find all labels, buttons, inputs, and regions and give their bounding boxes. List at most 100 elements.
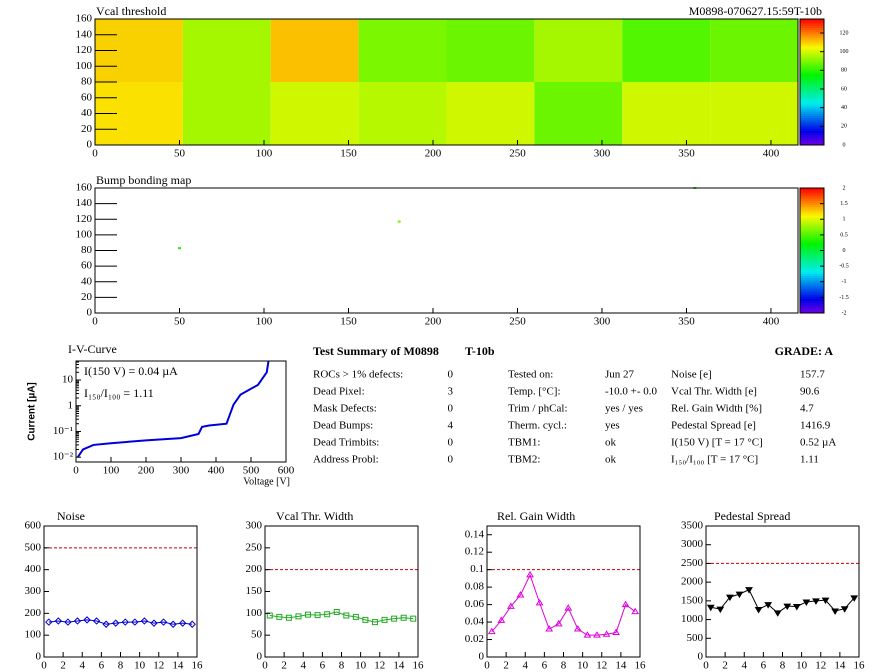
data-marker — [602, 630, 611, 637]
y-tick-label: 0 — [479, 651, 485, 663]
summary-value: 1416.9 — [800, 420, 831, 432]
x-tick-label: 200 — [138, 465, 155, 477]
y-tick-label: 0 — [36, 651, 42, 663]
x-tick-label: 8 — [339, 660, 345, 672]
data-marker — [497, 616, 506, 623]
colorbar-step — [800, 96, 824, 100]
x-tick-label: 350 — [678, 148, 695, 160]
data-marker — [621, 600, 630, 608]
x-tick-label: 6 — [320, 660, 326, 672]
y-tick-label: 500 — [25, 541, 42, 553]
y-tick-label: 0.06 — [465, 598, 485, 610]
colorbar-step — [800, 285, 824, 289]
colorbar-step — [800, 192, 824, 195]
colorbar-step — [800, 40, 824, 43]
colorbar-label: 1.5 — [840, 201, 848, 207]
plot-title: I-V-Curve — [68, 342, 117, 356]
colorbar-step — [800, 67, 824, 70]
data-marker — [764, 602, 773, 609]
colorbar-step — [800, 265, 824, 268]
colorbar-step — [800, 244, 824, 247]
summary-label: Dead Bumps: — [313, 420, 373, 432]
y-tick-label: 250 — [246, 541, 263, 553]
colorbar-step — [800, 82, 824, 85]
annotation: I(150 V) = 0.04 µA — [84, 364, 178, 378]
colorbar-step — [800, 25, 824, 28]
data-marker — [850, 595, 859, 602]
x-tick-label: 350 — [678, 316, 695, 328]
colorbar-step — [800, 134, 824, 138]
colorbar-step — [800, 219, 824, 222]
colorbar-step — [800, 115, 824, 119]
heatmap-cell — [182, 19, 271, 82]
data-marker — [783, 603, 792, 611]
data-marker — [140, 617, 149, 625]
x-tick-label: 10 — [355, 660, 367, 672]
data-marker — [516, 591, 525, 598]
heatmap-cell — [534, 19, 623, 82]
summary-label: Dead Trimbits: — [313, 437, 379, 449]
data-marker — [583, 631, 592, 638]
x-tick-label: 400 — [208, 465, 225, 477]
data-marker — [305, 611, 312, 618]
x-tick-label: 0 — [92, 148, 98, 160]
data-marker — [773, 610, 782, 617]
colorbar-step — [800, 263, 824, 266]
colorbar-step — [800, 231, 824, 235]
series-line — [491, 573, 636, 636]
x-tick-label: 16 — [192, 660, 204, 672]
data-marker — [276, 613, 283, 620]
colorbar-label: 0.5 — [840, 232, 848, 238]
x-tick-label: 10 — [796, 660, 808, 672]
data-marker — [545, 625, 554, 632]
y-tick-label: 80 — [81, 76, 93, 88]
colorbar-step — [800, 138, 824, 142]
y-tick-label: 60 — [81, 260, 93, 272]
summary-label: Rel. Gain Width [%] — [671, 403, 762, 415]
data-marker — [593, 631, 601, 638]
x-tick-label: 4 — [301, 660, 307, 672]
colorbar-label: 100 — [840, 49, 849, 55]
colorbar-label: 80 — [841, 68, 847, 74]
x-tick-label: 400 — [763, 148, 780, 160]
colorbar-step — [800, 206, 824, 210]
colorbar-step — [800, 294, 824, 297]
colorbar-step — [800, 140, 824, 144]
y-tick-label: 10 — [62, 374, 74, 386]
plot-frame — [264, 525, 419, 658]
data-marker — [54, 617, 63, 625]
colorbar-step — [800, 58, 824, 62]
summary-value: 0 — [448, 437, 454, 449]
colorbar-step — [800, 200, 824, 204]
x-tick-label: 0 — [92, 316, 98, 328]
data-marker — [507, 602, 515, 609]
colorbar-step — [800, 281, 824, 285]
data-marker — [266, 612, 273, 619]
x-tick-label: 2 — [60, 660, 66, 672]
x-tick-label: 12 — [374, 660, 385, 672]
colorbar-step — [800, 109, 824, 112]
x-tick-label: 300 — [594, 316, 611, 328]
colorbar-step — [800, 242, 824, 245]
colorbar-step — [800, 100, 824, 104]
x-tick-label: 250 — [509, 316, 526, 328]
y-tick-label: 0.04 — [465, 616, 485, 628]
data-marker — [391, 615, 398, 622]
colorbar-step — [800, 238, 824, 241]
colorbar-step — [800, 208, 824, 212]
y-tick-label: 1000 — [681, 613, 704, 625]
colorbar-step — [800, 283, 824, 287]
colorbar-step — [800, 107, 824, 110]
colorbar-step — [800, 210, 824, 214]
colorbar-step — [800, 128, 824, 131]
bump-point — [397, 220, 401, 223]
y-tick-label: 0.02 — [465, 633, 484, 645]
summary-value: 0 — [448, 369, 454, 381]
x-tick-label: 600 — [278, 465, 295, 477]
bump-point — [177, 247, 181, 250]
x-tick-label: 8 — [561, 660, 567, 672]
heatmap-cell — [358, 82, 447, 145]
data-marker — [821, 597, 830, 605]
colorbar-step — [800, 225, 824, 229]
colorbar-step — [800, 198, 824, 201]
